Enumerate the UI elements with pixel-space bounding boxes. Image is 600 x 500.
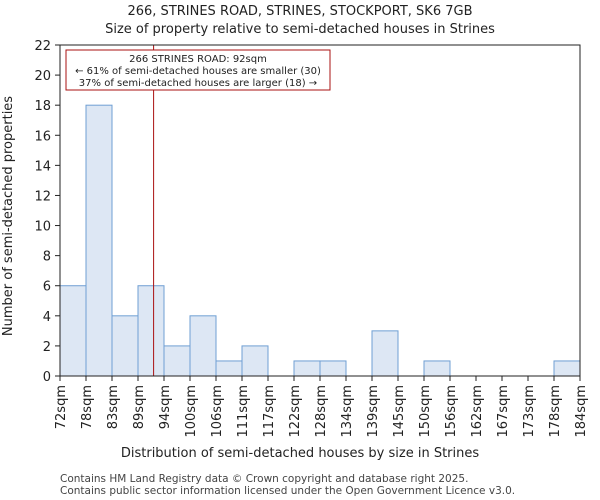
- x-tick-label: 117sqm: [262, 385, 277, 438]
- bar-100sqm: [189, 315, 217, 377]
- x-axis-ticks: 72sqm 78sqm 83sqm 89sqm 94sqm 100sqm 106sqm 111…: [54, 376, 589, 438]
- y-tick-label: 18: [34, 99, 51, 114]
- y-tick-label: 12: [34, 189, 51, 204]
- y-tick-label: 14: [34, 159, 51, 174]
- y-axis-label: Number of semi-detached properties: [1, 96, 16, 336]
- bar-78sqm: [85, 104, 113, 377]
- bar-178sqm: [553, 360, 581, 377]
- footer-copyright: Contains HM Land Registry data © Crown c…: [60, 473, 468, 485]
- y-tick-label: 4: [43, 310, 51, 325]
- x-tick-label: 162sqm: [470, 385, 485, 438]
- y-tick-label: 8: [43, 250, 51, 265]
- x-tick-label: 128sqm: [314, 385, 329, 438]
- x-tick-label: 173sqm: [522, 385, 537, 438]
- x-tick-label: 72sqm: [54, 385, 69, 429]
- plot-frame: [59, 44, 581, 377]
- annotation-line3: 37% of semi-detached houses are larger (…: [79, 78, 317, 89]
- bar-111sqm: [241, 345, 269, 377]
- bar-139sqm: [371, 330, 399, 377]
- x-tick-label: 139sqm: [366, 385, 381, 438]
- y-tick-label: 20: [34, 69, 51, 84]
- x-tick-label: 94sqm: [158, 385, 173, 429]
- annotation-box: 266 STRINES ROAD: 92sqm ← 61% of semi-de…: [65, 49, 331, 91]
- x-tick-label: 100sqm: [184, 385, 199, 438]
- footer-licence: Contains public sector information licen…: [60, 485, 515, 497]
- x-tick-label: 156sqm: [444, 385, 459, 438]
- x-tick-label: 134sqm: [340, 385, 355, 438]
- x-tick-label: 111sqm: [236, 385, 251, 438]
- x-tick-label: 83sqm: [106, 385, 121, 429]
- y-axis-ticks: 0 2 4 6 8 10 12 14 16 18 20 22: [34, 39, 60, 385]
- y-tick-label: 6: [43, 280, 51, 295]
- bar-83sqm: [111, 315, 139, 377]
- x-axis-label: Distribution of semi-detached houses by …: [121, 446, 480, 461]
- y-tick-label: 16: [34, 129, 51, 144]
- bar-89sqm: [137, 285, 165, 377]
- bar-106sqm: [215, 360, 243, 377]
- bar-122sqm: [293, 360, 321, 377]
- y-tick-label: 0: [43, 370, 51, 385]
- x-tick-label: 150sqm: [418, 385, 433, 438]
- x-tick-label: 78sqm: [80, 385, 95, 429]
- bar-72sqm: [59, 285, 87, 377]
- x-tick-label: 122sqm: [288, 385, 303, 438]
- bar-150sqm: [423, 360, 451, 377]
- chart-title-line2: Size of property relative to semi-detach…: [105, 22, 495, 37]
- x-tick-label: 145sqm: [392, 385, 407, 438]
- x-tick-label: 167sqm: [496, 385, 511, 438]
- annotation-frame: [65, 49, 331, 91]
- bar-128sqm: [319, 360, 347, 377]
- x-tick-label: 106sqm: [210, 385, 225, 438]
- chart-title-line1: 266, STRINES ROAD, STRINES, STOCKPORT, S…: [127, 4, 472, 19]
- y-tick-label: 10: [34, 220, 51, 235]
- annotation-line1: 266 STRINES ROAD: 92sqm: [129, 54, 267, 65]
- x-tick-label: 184sqm: [574, 385, 589, 438]
- bars-group: [59, 104, 581, 377]
- x-tick-label: 178sqm: [548, 385, 563, 438]
- annotation-line2: ← 61% of semi-detached houses are smalle…: [75, 66, 321, 77]
- bar-94sqm: [163, 345, 191, 377]
- y-tick-label: 2: [43, 340, 51, 355]
- x-tick-label: 89sqm: [132, 385, 147, 429]
- y-tick-label: 22: [34, 39, 51, 54]
